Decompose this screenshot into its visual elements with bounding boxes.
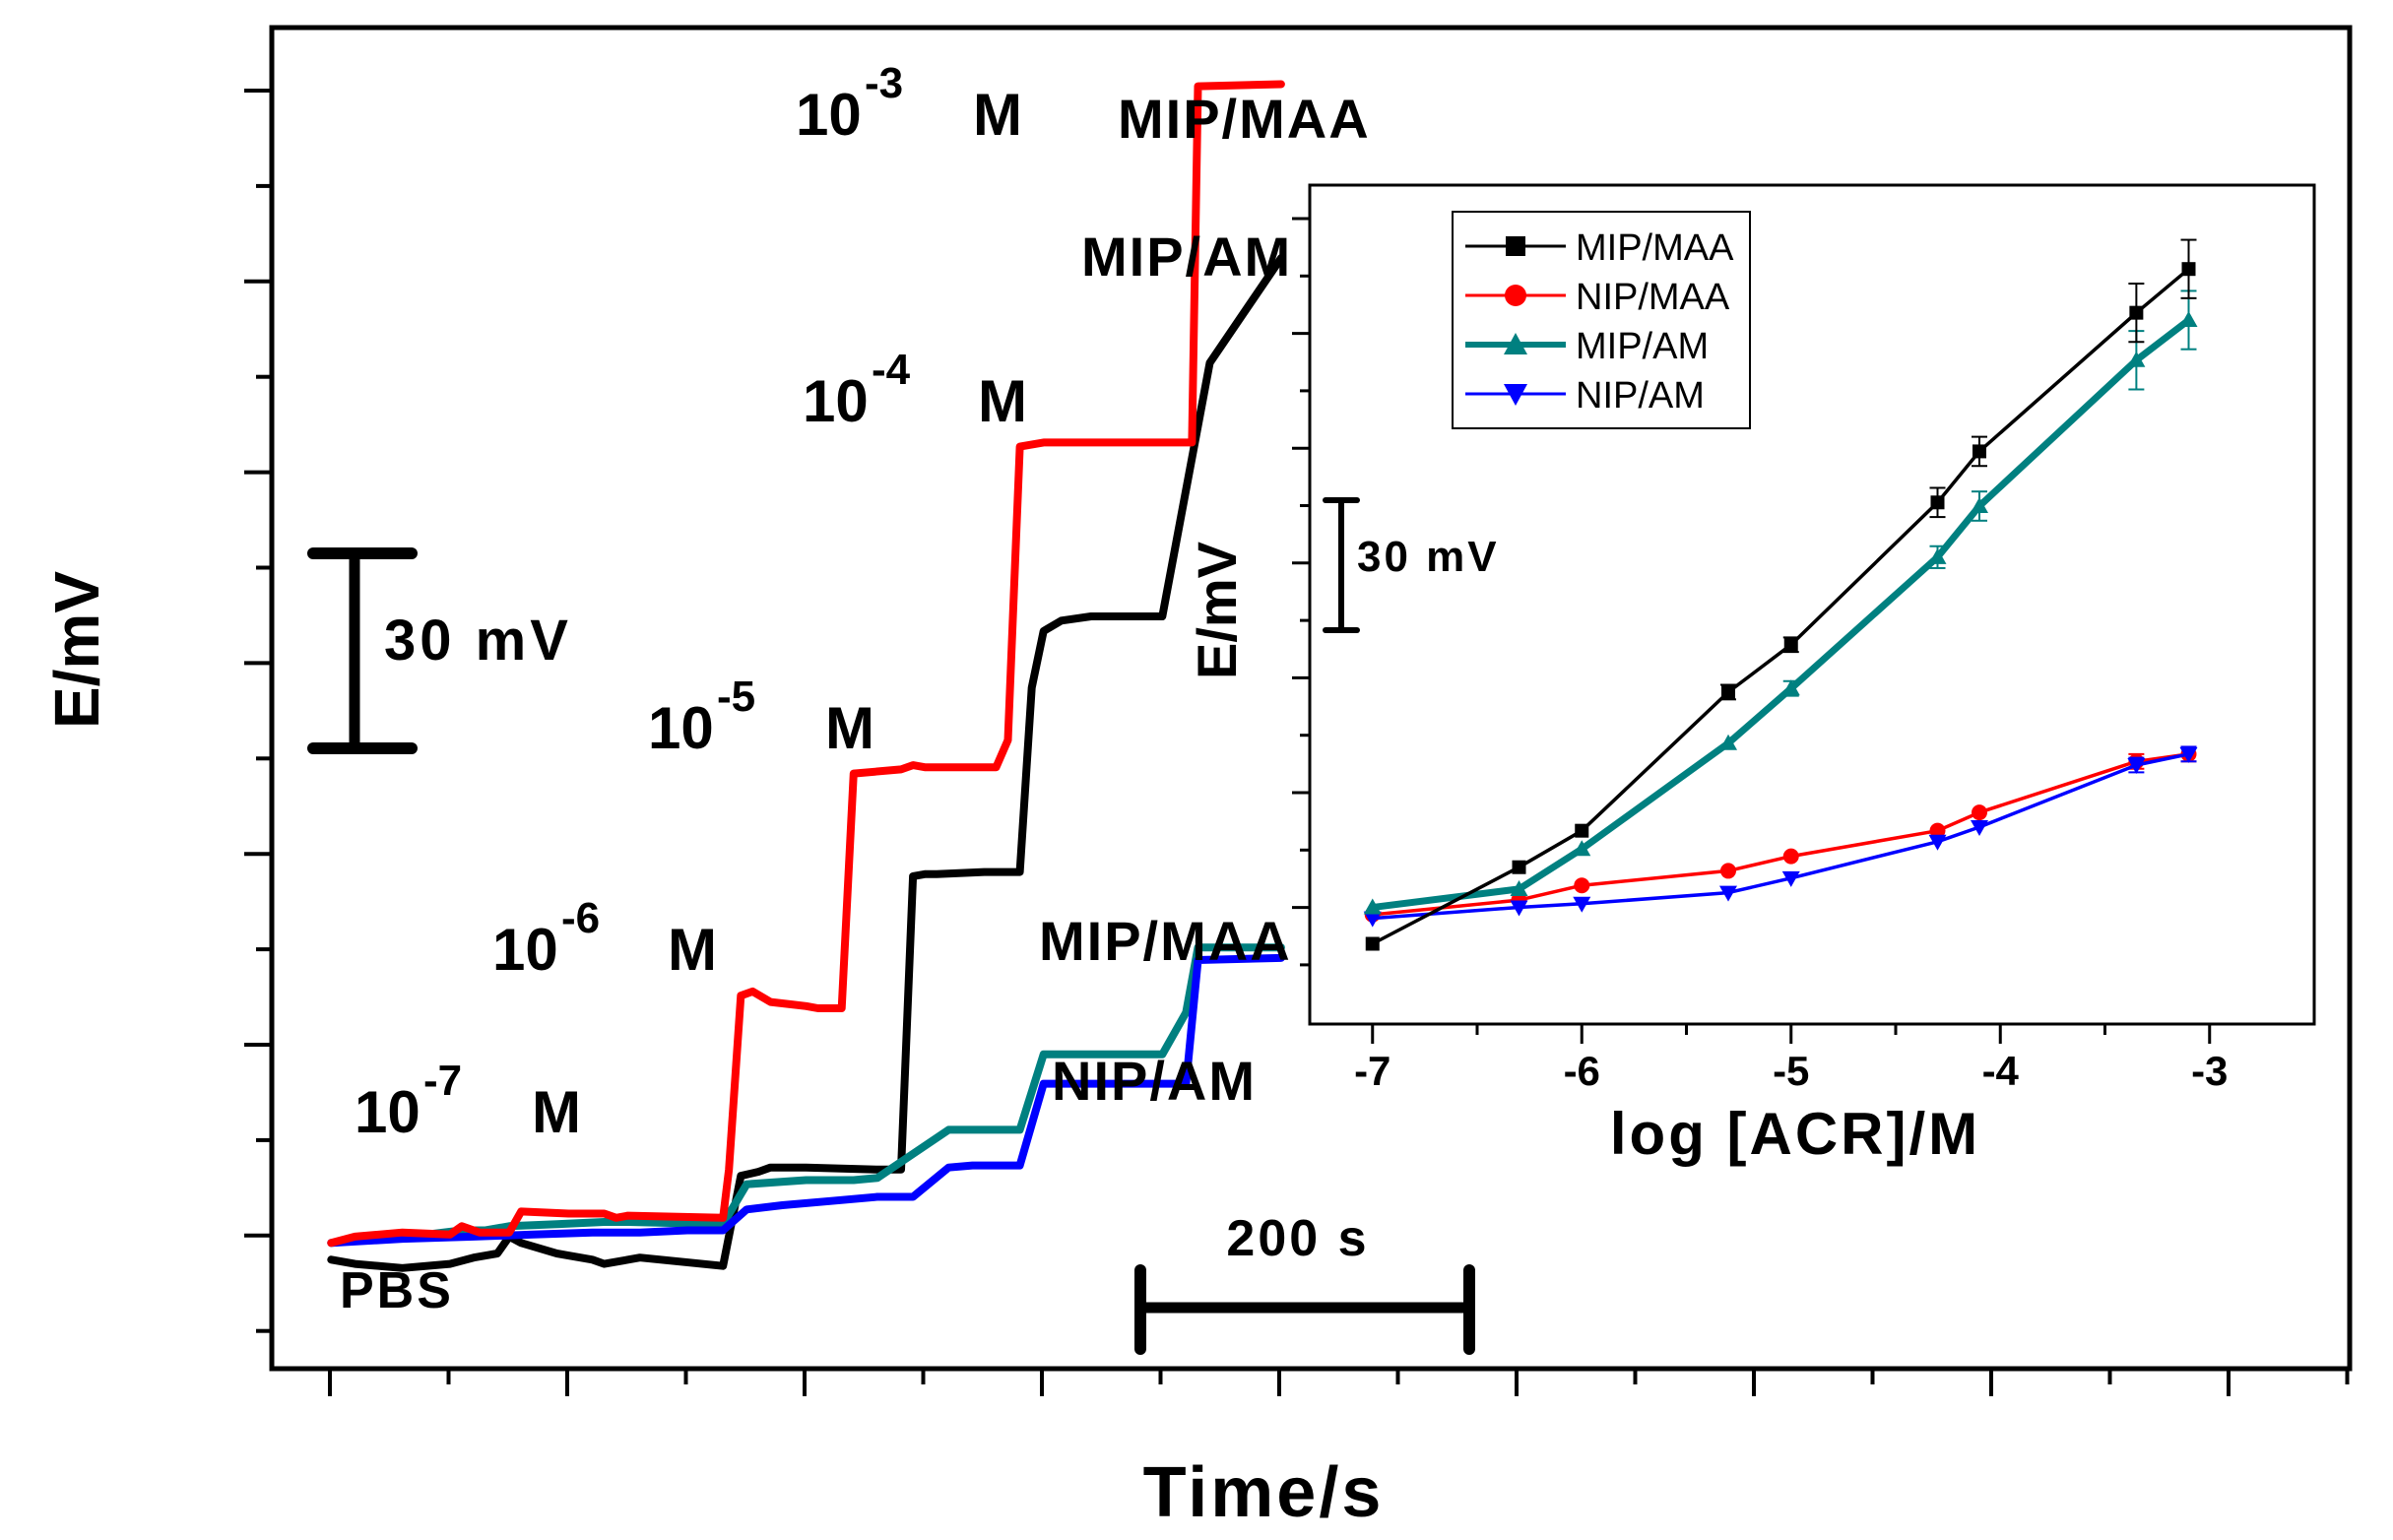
conc-exponent: -7 [423,1057,462,1105]
inset-data-point [1512,860,1526,874]
inset-data-point [1783,637,1798,652]
legend-marker [1504,333,1527,354]
legend-entry: MIP/MAA [1465,227,1734,269]
inset-data-point [1781,679,1800,696]
conc-unit: M [668,917,717,983]
inset-data-point [1510,900,1528,917]
main-series-line [327,953,1285,1248]
inset-legend: MIP/MAA NIP/MAA MIP/AM NIP/AM [1452,211,1751,429]
inset-x-tick-label: -6 [1564,1048,1600,1094]
conc-base: 10 [492,917,558,983]
inset-data-point [2179,311,2198,328]
inset-data-point [1719,734,1737,750]
legend-box [1452,211,1751,429]
main-series-group [327,80,1285,1272]
inset-data-point [1929,822,1946,839]
legend-label: NIP/AM [1576,375,1705,417]
conc-label-1e-5: 10 -5 M [648,673,874,761]
conc-base: 10 [796,82,862,148]
time-scale-label: 200 s [1226,1210,1369,1267]
inset-data-point [1363,911,1382,928]
conc-unit: M [978,368,1027,434]
inset-voltage-scale-label: 30 mV [1357,533,1500,581]
legend-marker [1506,236,1525,256]
inset-data-point [1574,877,1590,894]
inset-data-point [1573,840,1591,857]
inset-data-point [1363,898,1382,915]
inset-data-point [2127,351,2146,367]
main-axis-ticks [244,89,2350,1396]
conc-unit: M [973,82,1022,148]
legend-entry: MIP/AM [1465,326,1709,367]
legend-marker [1504,384,1527,406]
main-series-line [327,254,1285,1272]
inset-data-point [1973,444,1986,459]
inset-data-point [1721,684,1735,699]
inset-data-point [1720,863,1736,879]
main-xlabel: Time/s [1143,1453,1385,1532]
inset-series [1365,238,2197,951]
conc-base: 10 [803,368,869,434]
inset-data-point [2127,757,2146,774]
inset-data-point [1972,804,1987,821]
inset-data-point [2181,262,2196,277]
legend-entry: NIP/AM [1465,375,1705,417]
inset-series [1363,745,2198,928]
inset-data-point [1719,885,1737,902]
series-end-label-mip-am: MIP/AM [1081,225,1292,288]
inset-series-group [1363,238,2198,951]
inset-data-point [1971,496,1988,513]
main-plot-frame [269,25,2353,1372]
voltage-scale-label: 30 mV [384,609,572,673]
inset-data-point [1928,834,1947,851]
inset-x-tick-label: -7 [1354,1048,1391,1094]
inset-data-point [2129,305,2144,320]
time-scale-bar: 200 s [1134,1210,1475,1355]
series-end-label-nip-am: NIP/AM [1052,1050,1257,1112]
legend-label: MIP/AM [1576,326,1709,367]
inset-data-point [1782,848,1799,865]
main-series-line [327,80,1285,1248]
conc-base: 10 [648,695,714,761]
inset-x-tick-label: -4 [1982,1048,2020,1094]
legend-marker [1505,285,1526,306]
conc-unit: M [532,1079,581,1145]
series-end-label-mip-maa-teal: MIP/MAA [1039,910,1292,972]
conc-label-1e-6: 10 -6 M [492,894,717,983]
legend-entry: NIP/MAA [1465,277,1730,318]
legend-label: NIP/MAA [1576,277,1730,318]
voltage-scale-bar: 30 mV [307,547,572,754]
inset-data-point [1573,896,1591,913]
conc-exponent: -6 [561,894,600,942]
pbs-label: PBS [340,1262,454,1319]
conc-label-1e-3: 10 -3 M [796,59,1022,148]
inset-data-point [1510,879,1528,896]
inset-x-tick-label: -5 [1773,1048,1809,1094]
conc-exponent: -4 [872,346,911,394]
conc-unit: M [825,695,874,761]
inset-data-point [2179,746,2198,763]
conc-exponent: -3 [865,59,903,107]
inset-xlabel: log [ACR]/M [1610,1101,1980,1167]
conc-exponent: -5 [717,673,755,721]
inset-data-point [1575,823,1589,838]
inset-x-tick-label: -3 [2191,1048,2228,1094]
series-end-label-mip-maa-red: MIP/MAA [1118,88,1371,150]
inset-data-point [1365,936,1380,951]
inset-data-point [1971,819,1988,836]
inset-data-point [1781,870,1800,887]
conc-label-1e-4: 10 -4 M [803,346,1027,434]
legend-label: MIP/MAA [1576,227,1734,269]
conc-label-1e-7: 10 -7 M [355,1057,581,1145]
inset-data-point [1930,495,1945,510]
inset-ylabel: E/mV [1186,542,1248,679]
conc-base: 10 [355,1079,420,1145]
inset-voltage-scale-bar: 30 mV [1323,497,1500,633]
inset-axis-ticks: -7 -6 -5 -4 -3 [1292,217,2228,1094]
main-ylabel: E/mV [41,571,112,729]
inset-data-point [1928,547,1947,564]
